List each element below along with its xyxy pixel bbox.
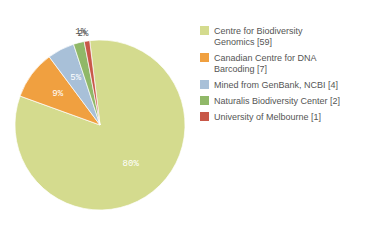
data-label: 1%	[75, 27, 86, 37]
data-label: 9%	[52, 89, 63, 99]
slices	[15, 40, 185, 210]
legend-label: Mined from GenBank, NCBI [4]	[214, 80, 338, 90]
chart: 80%9%5%2%1%Centre for BiodiversityGenomi…	[0, 0, 380, 240]
legend-label: University of Melbourne [1]	[214, 112, 321, 122]
data-label: 80%	[123, 159, 140, 169]
legend-swatch	[200, 96, 209, 105]
legend-label: Centre for BiodiversityGenomics [59]	[214, 26, 303, 47]
data-label: 5%	[70, 73, 81, 83]
legend-label: Naturalis Biodiversity Center [2]	[214, 96, 340, 106]
legend: Centre for BiodiversityGenomics [59] Cana…	[200, 26, 340, 122]
legend-swatch	[200, 26, 209, 35]
slice	[15, 40, 185, 210]
slice-labels: 80%9%5%2%1%	[52, 27, 139, 168]
legend-label: Canadian Centre for DNABarcoding [7]	[214, 53, 317, 74]
legend-swatch	[200, 80, 209, 89]
legend-swatch	[200, 112, 209, 121]
slice	[84, 41, 100, 125]
slice	[74, 41, 100, 125]
legend-swatch	[200, 53, 209, 62]
